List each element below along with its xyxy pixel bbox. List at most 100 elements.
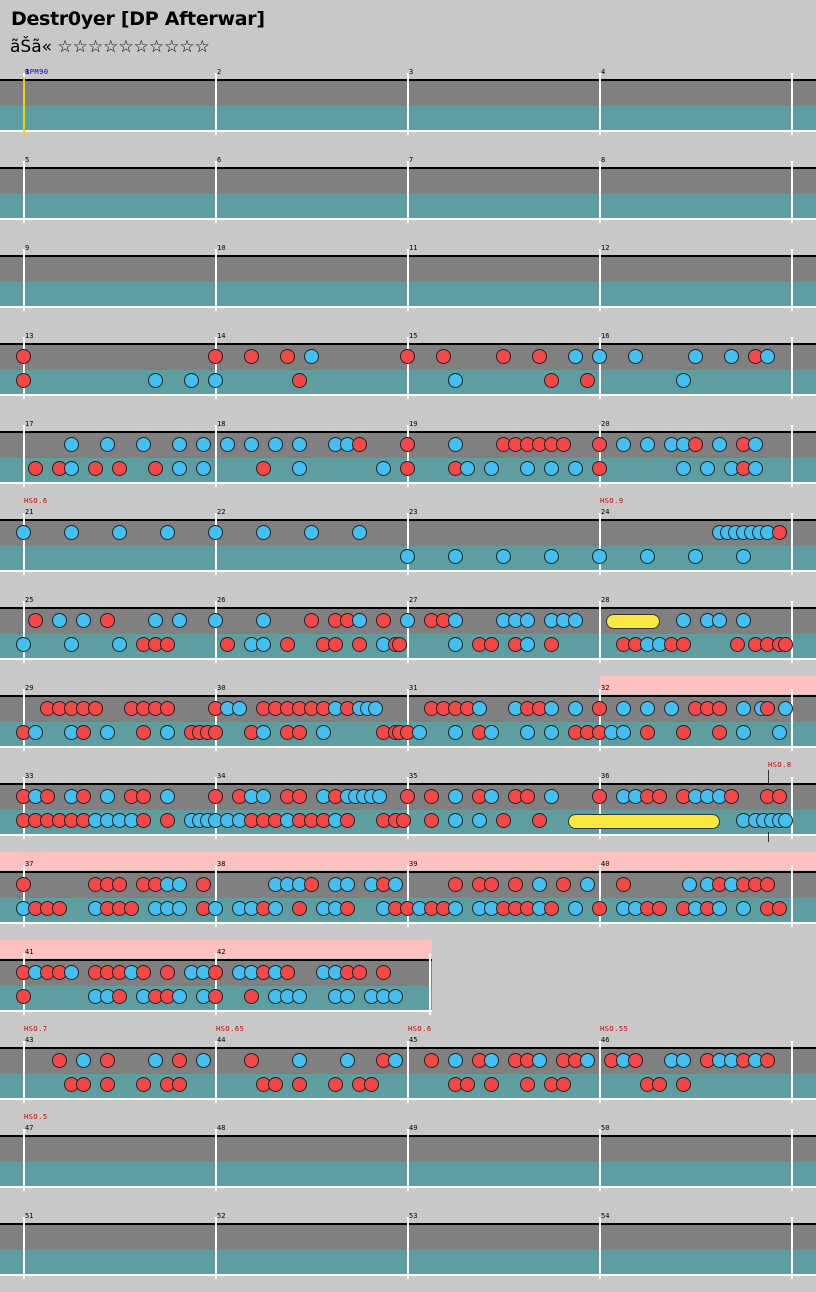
ka-note [208, 613, 223, 628]
measure-row: 51 52 53 54 [0, 1204, 816, 1292]
measure-number: 45 [409, 1036, 418, 1044]
barline [215, 337, 217, 399]
ka-note [676, 1053, 691, 1068]
ka-note [160, 525, 175, 540]
ka-note [520, 461, 535, 476]
don-note [136, 965, 151, 980]
don-note [652, 901, 667, 916]
measure-number: 21 [25, 508, 34, 516]
ka-note [676, 373, 691, 388]
measure-row: 13 14 15 16 [0, 324, 816, 412]
don-note [772, 901, 787, 916]
measure-number: 40 [601, 860, 610, 868]
don-note [220, 637, 235, 652]
ka-note [628, 349, 643, 364]
measure-number: 44 [217, 1036, 226, 1044]
barline [791, 161, 793, 223]
don-note [352, 965, 367, 980]
barline [215, 513, 217, 575]
don-note [676, 725, 691, 740]
barline [407, 425, 409, 487]
measure-number: 1 [25, 68, 30, 76]
barline [791, 777, 793, 839]
ka-note [196, 1053, 211, 1068]
ka-note [520, 637, 535, 652]
don-note [76, 725, 91, 740]
barline [599, 1217, 601, 1279]
measure-number: 47 [25, 1124, 34, 1132]
don-note [730, 637, 745, 652]
ka-note [688, 549, 703, 564]
ka-note [100, 437, 115, 452]
ka-note [244, 437, 259, 452]
don-note [556, 877, 571, 892]
ka-note [316, 725, 331, 740]
barline [407, 777, 409, 839]
measure-number: 50 [601, 1124, 610, 1132]
don-note [340, 813, 355, 828]
don-note [772, 525, 787, 540]
ka-note [172, 461, 187, 476]
measure-number: 16 [601, 332, 610, 340]
don-note [208, 789, 223, 804]
barline [791, 1129, 793, 1191]
barline [599, 601, 601, 663]
don-note [76, 789, 91, 804]
don-note [580, 373, 595, 388]
scroll-annotation: HSO.7 [24, 1025, 48, 1033]
barline [407, 865, 409, 927]
ka-note [196, 437, 211, 452]
don-note [100, 1077, 115, 1092]
ka-note [448, 789, 463, 804]
measure-row: 1 2 3 4 BPM90 [0, 60, 816, 148]
ka-note [368, 701, 383, 716]
ka-note [172, 877, 187, 892]
barline [599, 689, 601, 751]
ka-note [544, 701, 559, 716]
ka-note [208, 525, 223, 540]
don-note [52, 1053, 67, 1068]
ka-note [376, 461, 391, 476]
ka-note [448, 437, 463, 452]
don-note [112, 877, 127, 892]
measure-number: 49 [409, 1124, 418, 1132]
ka-note [148, 373, 163, 388]
ka-note [484, 461, 499, 476]
ka-note [400, 549, 415, 564]
ka-note [16, 525, 31, 540]
ka-note [778, 701, 793, 716]
ka-note [736, 701, 751, 716]
ka-note [64, 437, 79, 452]
don-note [484, 637, 499, 652]
barline [215, 161, 217, 223]
ka-note [352, 613, 367, 628]
ka-note [778, 813, 793, 828]
measure-number: 31 [409, 684, 418, 692]
barline [23, 337, 25, 399]
ka-note [196, 461, 211, 476]
measure-number: 53 [409, 1212, 418, 1220]
ka-note [460, 461, 475, 476]
don-note [760, 877, 775, 892]
barline [215, 1217, 217, 1279]
measure-number: 26 [217, 596, 226, 604]
measure-number: 17 [25, 420, 34, 428]
measure-number: 18 [217, 420, 226, 428]
don-note [292, 725, 307, 740]
don-note [16, 877, 31, 892]
ka-note [448, 613, 463, 628]
don-note [208, 965, 223, 980]
ka-note [172, 437, 187, 452]
ka-note [616, 437, 631, 452]
measure-number: 8 [601, 156, 606, 164]
don-note [628, 1053, 643, 1068]
barline [791, 1217, 793, 1279]
ka-note [568, 613, 583, 628]
barline [791, 73, 793, 135]
ka-note [448, 637, 463, 652]
don-note [760, 701, 775, 716]
don-note [592, 461, 607, 476]
ka-note [532, 877, 547, 892]
measure-number: 48 [217, 1124, 226, 1132]
barline [407, 1217, 409, 1279]
